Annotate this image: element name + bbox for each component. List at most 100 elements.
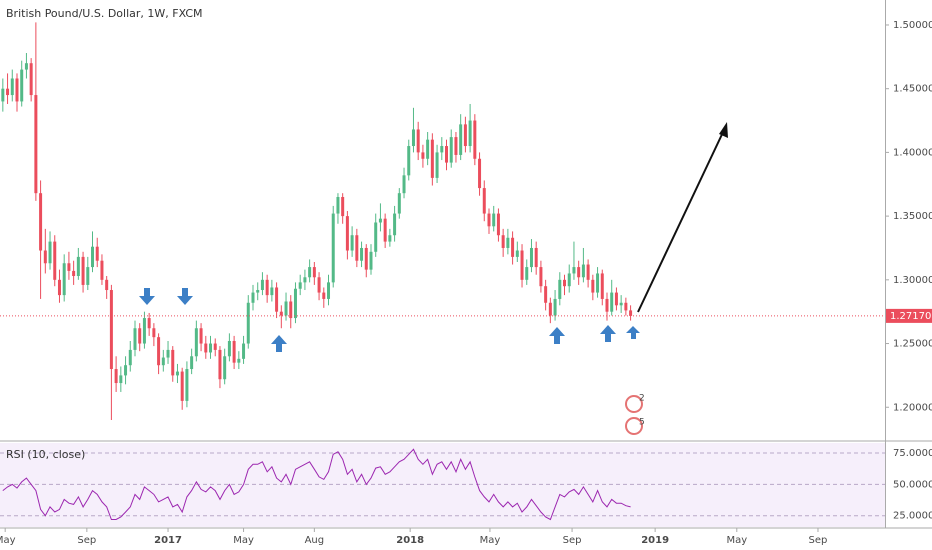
candle-body (72, 270, 76, 277)
marks (0, 22, 885, 521)
x-tick-label: Sep (809, 535, 828, 546)
candle-body (237, 358, 241, 363)
candle-body (39, 193, 43, 251)
y-tick-label: 1.50000 (893, 20, 932, 31)
y-tick-label: 25.00000 (893, 511, 932, 522)
candle-body (501, 235, 505, 248)
candle-body (426, 139, 430, 159)
candle-body (34, 95, 38, 194)
candle-body (270, 287, 274, 296)
candle-body (327, 282, 331, 299)
candle-body (629, 310, 633, 316)
candle-body (256, 290, 260, 293)
candle-body (242, 343, 246, 359)
x-tick-label: May (233, 535, 254, 546)
event-count: 5 (639, 418, 645, 428)
y-tick-label: 1.30000 (893, 275, 932, 286)
candle-body (100, 260, 104, 280)
y-tick-label: 1.40000 (893, 147, 932, 158)
candle-body (293, 288, 297, 319)
up-arrow (600, 325, 616, 342)
candle-body (161, 357, 165, 366)
candle-body (48, 241, 52, 264)
candle-body (24, 63, 28, 70)
candle-body (138, 328, 142, 344)
candle-body (459, 124, 463, 155)
candle-body (341, 196, 345, 217)
candle-body (383, 218, 387, 242)
candle-body (223, 356, 227, 380)
candle-body (534, 247, 538, 268)
candle-body (619, 302, 623, 306)
candle-body (6, 88, 10, 96)
candle-body (596, 273, 600, 293)
candle-body (53, 241, 57, 280)
candle-body (402, 175, 406, 194)
rsi-title: RSI (10, close) (6, 448, 85, 461)
candle-body (142, 318, 146, 344)
event-icon[interactable] (625, 395, 643, 413)
candle-body (445, 146, 449, 163)
candle-body (529, 247, 533, 268)
candle-body (393, 213, 397, 236)
candle-body (279, 311, 283, 316)
y-tick-label: 75.00000 (893, 448, 932, 459)
candle-body (171, 349, 175, 376)
projection-arrow (637, 127, 726, 313)
candle-body (600, 273, 604, 299)
last-price-box (886, 308, 932, 323)
candle-body (218, 349, 222, 380)
candle-body (369, 251, 373, 270)
candle-body (303, 277, 307, 283)
candle-body (487, 213, 491, 227)
rsi-line (2, 448, 631, 521)
y-tick-label: 1.20000 (893, 402, 932, 413)
candle-body (553, 298, 557, 316)
candle-body (251, 292, 255, 303)
candle-body (407, 146, 411, 176)
y-tick-label: 1.45000 (893, 84, 932, 95)
candle-body (29, 63, 33, 96)
candle-body (175, 371, 179, 376)
candle-body (511, 237, 515, 257)
candle-body (440, 146, 444, 153)
candle-body (185, 369, 189, 401)
candle-body (95, 246, 99, 261)
candle-body (355, 235, 359, 261)
candle-body (81, 256, 85, 285)
candle-body (204, 343, 208, 353)
candle-body (298, 282, 302, 289)
candle-body (430, 139, 434, 178)
down-arrow (139, 288, 155, 305)
up-arrow (549, 327, 565, 344)
rsi-background (0, 443, 885, 527)
candle-body (86, 267, 90, 285)
candle-body (492, 213, 496, 227)
candle-body (265, 279, 269, 296)
candle-body (364, 247, 368, 270)
x-tick-label: Sep (563, 535, 582, 546)
candle-body (105, 279, 109, 291)
candle-body (114, 369, 118, 384)
candle-body (194, 328, 198, 357)
candle-body (152, 328, 156, 338)
candle-body (180, 371, 184, 401)
candle-body (67, 263, 71, 271)
candle-body (284, 301, 288, 316)
projection-arrow-head (719, 122, 728, 138)
candle-body (544, 286, 548, 303)
candle-body (350, 235, 354, 251)
candle-body (147, 318, 151, 329)
candle-body (360, 247, 364, 261)
up-arrow (626, 326, 640, 339)
candle-body (128, 349, 132, 366)
event-icon[interactable] (625, 417, 643, 435)
x-tick-label: Aug (305, 535, 325, 546)
candle-body (20, 69, 24, 102)
candle-body (109, 290, 113, 370)
candle-body (275, 287, 279, 312)
candle-body (449, 137, 453, 163)
grid (0, 24, 889, 532)
candle-body (577, 267, 581, 278)
